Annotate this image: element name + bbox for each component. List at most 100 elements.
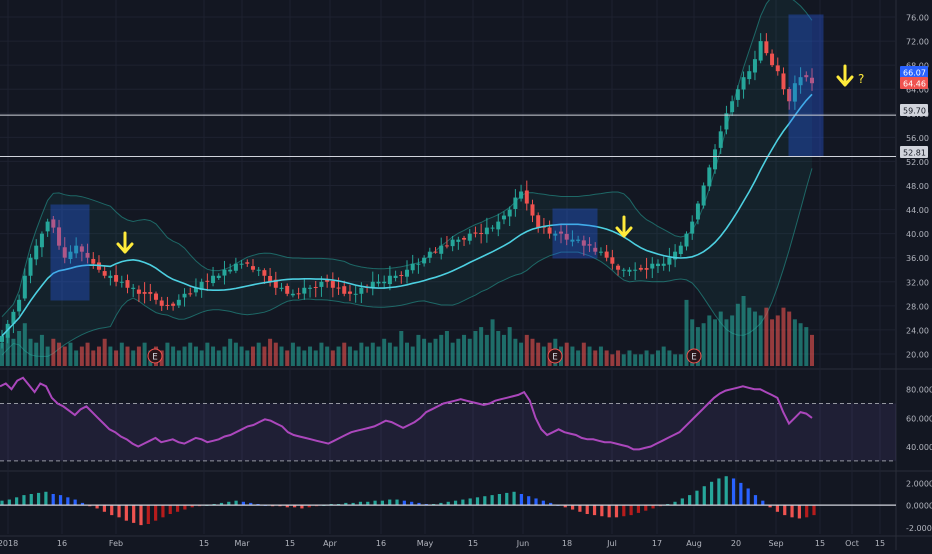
volume-bar (479, 327, 484, 366)
volume-bar (484, 334, 489, 366)
rsi-line (0, 376, 813, 451)
candle-body (279, 287, 284, 289)
candle-body (228, 269, 233, 272)
candle-body (627, 269, 632, 272)
volume-bar (684, 299, 689, 366)
price-tick-label: 56.00 (906, 134, 929, 143)
volume-bar (564, 342, 569, 366)
candle-body (148, 292, 153, 294)
macd-histogram-bar (607, 505, 611, 518)
macd-histogram-bar (636, 505, 641, 513)
volume-bar (467, 338, 472, 366)
time-axis[interactable]: 2018 16 Feb 15 Mar 15 Apr 16 May 15 Jun 18 Jul 17 Aug 2… (0, 539, 885, 548)
candle-body (405, 269, 409, 277)
candle-body (433, 251, 438, 253)
candle-body (171, 303, 176, 306)
candle-body (45, 221, 50, 232)
candle-body (273, 279, 278, 288)
candle-body (758, 41, 763, 61)
volume-bar (205, 342, 210, 366)
candle-body (125, 280, 130, 288)
macd-histogram-bar (578, 505, 582, 512)
volume-bar (302, 350, 307, 366)
macd-histogram-bar (805, 505, 809, 518)
candle-body (490, 227, 495, 229)
volume-bar (34, 342, 39, 366)
volume-bar (193, 346, 198, 366)
volume-bar (530, 338, 535, 366)
candle-body (57, 227, 62, 246)
volume-bar (627, 350, 632, 366)
volume-bar (638, 354, 643, 366)
candle-body (342, 286, 347, 294)
macd-histogram-bar (95, 505, 99, 509)
macd-histogram-bar (673, 501, 677, 506)
macd-histogram-bar (490, 495, 494, 506)
volume-bar (68, 342, 73, 366)
candle-body (17, 299, 22, 312)
candle-body (450, 239, 455, 247)
candle-body (730, 101, 735, 113)
candle-body (559, 231, 564, 234)
candle-body (233, 263, 238, 271)
volume-bar (125, 346, 130, 366)
macd-histogram-bar (453, 500, 458, 506)
volume-bar (405, 342, 409, 366)
price-badge-label: 64.46 (903, 80, 926, 89)
volume-bar (279, 346, 284, 366)
horizontal-levels (0, 114, 896, 158)
volume-bar (644, 350, 649, 366)
bollinger-lower (1, 168, 813, 357)
volume-bar (228, 338, 233, 366)
highlight-box (788, 14, 824, 157)
bollinger-fill (2, 0, 812, 357)
down-arrow-head (116, 242, 134, 254)
volume-bar (85, 342, 90, 366)
candle-body (576, 239, 581, 241)
volume-bar (342, 342, 347, 366)
candle-body (650, 263, 655, 269)
volume-bar (787, 311, 792, 366)
price-tick-label: 28.00 (906, 302, 929, 311)
macd-histogram-bar (300, 505, 304, 509)
macd-histogram-bar (541, 500, 545, 506)
candle-body (285, 285, 290, 294)
volume-bar (62, 346, 67, 366)
macd-histogram-bar (110, 505, 114, 516)
macd-histogram-bar (7, 499, 11, 506)
macd-histogram-bar (446, 501, 450, 506)
volume-bar (775, 315, 780, 366)
volume-bar (313, 350, 318, 366)
candle-body (102, 271, 107, 276)
candle-body (382, 281, 387, 284)
volume-bar (296, 346, 301, 366)
macd-histogram-bar (753, 495, 758, 506)
highlight-boxes (50, 14, 824, 301)
macd-histogram-bar (358, 501, 363, 506)
candle-body (91, 258, 96, 264)
candle-body (393, 275, 398, 278)
macd-histogram-bar (709, 481, 714, 506)
volume-bar (28, 338, 33, 366)
price-axis[interactable]: 76.0072.0068.0064.0060.0056.0052.0048.00… (900, 14, 929, 360)
volume-bar (735, 303, 740, 366)
macd-histogram-bar (731, 478, 736, 506)
volume-bar (216, 350, 221, 366)
candle-body (610, 257, 615, 264)
time-tick-label: 15 (285, 539, 295, 548)
volume-bar (365, 346, 370, 366)
volume-bar (245, 350, 250, 366)
candle-body (268, 275, 273, 282)
candle-body (673, 251, 678, 260)
volume-bar (439, 334, 444, 366)
macd-tick-label: 2.0000 (906, 479, 932, 488)
macd-histogram-bar (373, 500, 377, 506)
time-tick-label: 16 (57, 539, 67, 548)
volume-bar (239, 346, 244, 366)
macd-histogram-bar (380, 500, 384, 506)
rsi-tick-label: 40.0000 (906, 443, 932, 452)
macd-histogram-bar (307, 505, 311, 508)
time-tick-label: 15 (875, 539, 885, 548)
volume-bar (256, 342, 261, 366)
